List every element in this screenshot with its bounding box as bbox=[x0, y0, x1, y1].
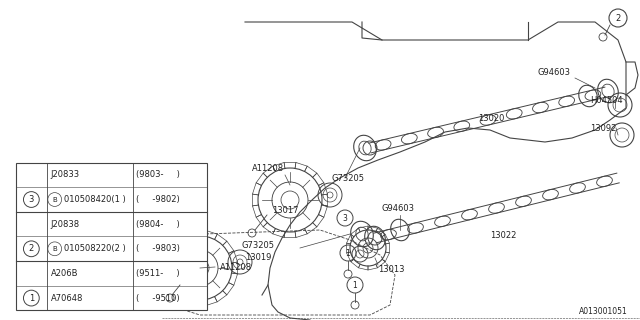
Text: (9511-     ): (9511- ) bbox=[136, 269, 180, 278]
Text: H04504: H04504 bbox=[590, 95, 623, 105]
Text: 010508420(1 ): 010508420(1 ) bbox=[63, 195, 125, 204]
Text: (9804-     ): (9804- ) bbox=[136, 220, 180, 229]
Text: G94603: G94603 bbox=[382, 204, 415, 212]
Text: J20833: J20833 bbox=[51, 170, 80, 180]
Text: A11208: A11208 bbox=[252, 164, 284, 172]
Text: 2: 2 bbox=[29, 244, 34, 253]
Text: 13020: 13020 bbox=[478, 114, 504, 123]
Text: 1: 1 bbox=[353, 281, 357, 290]
Text: 13022: 13022 bbox=[490, 230, 516, 239]
Text: A11208: A11208 bbox=[220, 262, 252, 271]
Text: 13013: 13013 bbox=[378, 266, 404, 275]
Text: J20838: J20838 bbox=[51, 220, 80, 229]
Text: B: B bbox=[52, 246, 57, 252]
Text: B: B bbox=[52, 196, 57, 203]
Text: 13019: 13019 bbox=[245, 252, 271, 261]
Text: G73205: G73205 bbox=[242, 241, 275, 250]
Text: A70648: A70648 bbox=[51, 293, 83, 303]
Bar bbox=[16, 163, 207, 310]
Text: 13017: 13017 bbox=[272, 205, 298, 214]
Text: 3: 3 bbox=[342, 213, 348, 222]
Text: 2: 2 bbox=[616, 13, 621, 22]
Text: A013001051: A013001051 bbox=[579, 308, 628, 316]
Text: (     -9803): ( -9803) bbox=[136, 244, 180, 253]
Text: (     -9802): ( -9802) bbox=[136, 195, 180, 204]
Text: 1: 1 bbox=[29, 293, 34, 303]
Text: 13092: 13092 bbox=[590, 124, 616, 132]
Text: 010508220(2 ): 010508220(2 ) bbox=[63, 244, 125, 253]
Text: G94603: G94603 bbox=[538, 68, 571, 76]
Text: (9803-     ): (9803- ) bbox=[136, 170, 180, 180]
Text: 3: 3 bbox=[29, 195, 34, 204]
Text: (     -9510): ( -9510) bbox=[136, 293, 180, 303]
Text: G73205: G73205 bbox=[332, 173, 365, 182]
Text: 1: 1 bbox=[346, 249, 350, 258]
Text: A206B: A206B bbox=[51, 269, 78, 278]
